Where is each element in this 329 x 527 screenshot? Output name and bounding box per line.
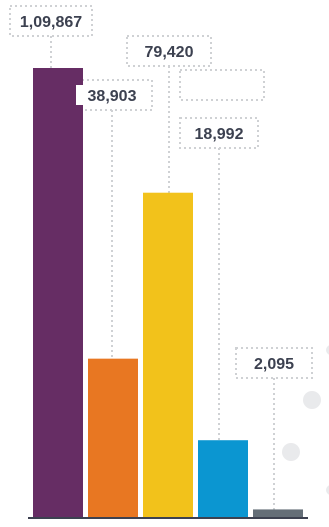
bar	[33, 68, 83, 518]
leader-box	[179, 69, 265, 101]
data-labels: 1,09,867 38,903 79,420 18,992 2,095	[14, 11, 308, 373]
data-label: 2,095	[254, 356, 294, 373]
bars	[33, 68, 303, 518]
data-label-bg	[131, 41, 207, 61]
data-label: 38,903	[88, 88, 137, 105]
decorative-dot	[282, 443, 300, 461]
data-label-bg	[14, 11, 88, 31]
data-label-bg	[184, 123, 254, 143]
leader-box	[9, 5, 93, 37]
decorative-dot	[303, 391, 321, 409]
data-label: 79,420	[145, 44, 194, 61]
bar	[198, 440, 248, 518]
data-label: 18,992	[195, 126, 244, 143]
decorative-dots	[282, 345, 329, 495]
data-label-bg	[240, 353, 308, 373]
bar	[88, 358, 138, 518]
bar	[253, 509, 303, 518]
bar	[143, 192, 193, 518]
decorative-dot	[326, 485, 329, 495]
leader-box	[235, 347, 313, 379]
data-label-bg	[76, 85, 148, 105]
decorative-dot	[326, 345, 329, 355]
data-label: 1,09,867	[20, 14, 82, 31]
